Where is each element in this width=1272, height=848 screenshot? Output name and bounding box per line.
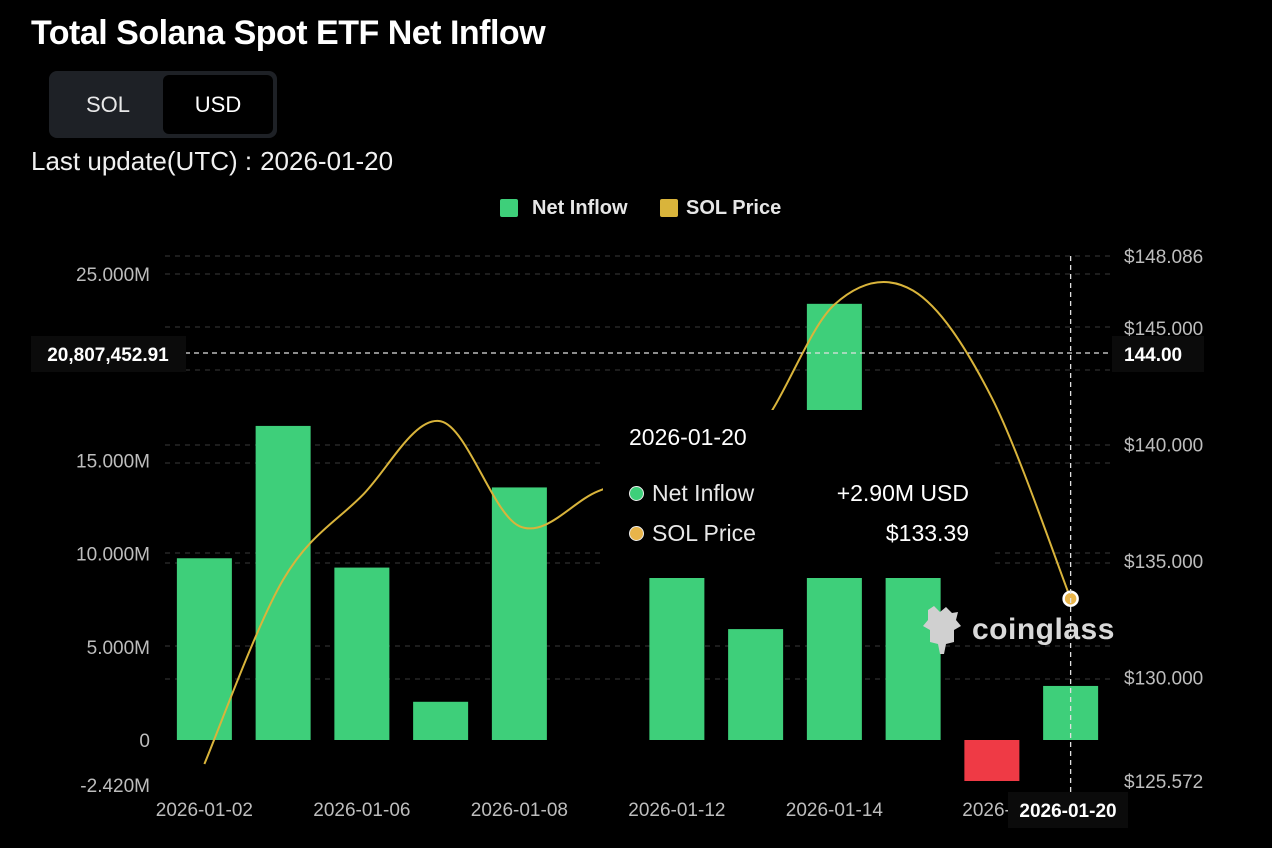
tooltip-price-value: $133.39: [885, 519, 969, 546]
left-axis-tick-label: -2.420M: [80, 776, 150, 797]
legend-inflow-label[interactable]: Net Inflow: [532, 197, 628, 219]
watermark-text: coinglass: [972, 613, 1115, 646]
crosshair-right-value: 144.00: [1124, 345, 1182, 366]
x-axis-tick-label: 2026-01-12: [628, 800, 725, 821]
chart-title: Total Solana Spot ETF Net Inflow: [31, 14, 546, 52]
tooltip-inflow-label: Net Inflow: [652, 479, 755, 506]
coinglass-watermark: coinglass: [920, 604, 1115, 656]
last-update-label: Last update(UTC) :: [31, 146, 253, 176]
right-axis-tick-label: $125.572: [1124, 772, 1203, 793]
tooltip-date: 2026-01-20: [629, 424, 747, 450]
inflow-dot-icon: [629, 485, 644, 501]
legend-inflow-swatch: [500, 199, 518, 217]
tooltip-price-label: SOL Price: [652, 519, 756, 546]
x-axis-tick-label: 2026-01-06: [313, 800, 410, 821]
x-axis-tick-label: 2026-01-08: [471, 800, 568, 821]
x-axis-tick-label: 2026-01-14: [786, 800, 884, 821]
tooltip: 2026-01-20 Net Inflow +2.90M USD SOL Pri…: [603, 410, 995, 578]
crosshair-left-value: 20,807,452.91: [47, 345, 169, 366]
inflow-bar[interactable]: [964, 740, 1020, 782]
last-update: Last update(UTC) :2026-01-20: [31, 146, 401, 177]
legend-price-swatch: [660, 199, 678, 217]
right-axis-tick-label: $135.000: [1124, 552, 1203, 573]
left-axis-tick-label: 15.000M: [76, 451, 150, 472]
right-axis-tick-label: $148.086: [1124, 247, 1203, 268]
left-axis-tick-label: 0: [139, 731, 150, 752]
x-axis-tick-label: 2026-01-02: [156, 800, 253, 821]
tooltip-row-price: SOL Price $133.39: [629, 513, 969, 553]
inflow-bar[interactable]: [1043, 685, 1099, 740]
left-axis-tick-label: 25.000M: [76, 265, 150, 286]
right-axis-tick-label: $130.000: [1124, 669, 1203, 690]
toggle-sol[interactable]: SOL: [85, 91, 131, 117]
inflow-bar[interactable]: [491, 487, 547, 740]
x-axis-tick-label: 2026-0: [962, 800, 1021, 821]
right-axis-tick-label: $140.000: [1124, 436, 1203, 457]
toggle-usd[interactable]: USD: [163, 75, 273, 134]
legend-price-label[interactable]: SOL Price: [686, 197, 781, 219]
crosshair-x-badge: [1008, 792, 1128, 828]
inflow-bar[interactable]: [176, 558, 232, 740]
tooltip-inflow-value: +2.90M USD: [836, 479, 969, 506]
left-axis-tick-label: 10.000M: [76, 545, 150, 566]
crosshair-right-badge: [1112, 336, 1204, 372]
inflow-bar[interactable]: [413, 701, 469, 740]
right-axis-tick-label: $145.000: [1124, 319, 1203, 340]
price-dot-icon: [629, 525, 644, 541]
inflow-bar[interactable]: [255, 425, 311, 740]
coinglass-logo-icon: [923, 606, 961, 654]
inflow-bar[interactable]: [334, 567, 390, 740]
inflow-bar[interactable]: [728, 629, 784, 740]
last-update-value: 2026-01-20: [260, 146, 394, 176]
left-axis-tick-label: 5.000M: [87, 638, 150, 659]
crosshair-left-badge: [31, 336, 186, 372]
tooltip-row-inflow: Net Inflow +2.90M USD: [629, 473, 969, 513]
crosshair-x-value: 2026-01-20: [1019, 801, 1116, 822]
unit-toggle[interactable]: SOL USD: [49, 71, 277, 138]
